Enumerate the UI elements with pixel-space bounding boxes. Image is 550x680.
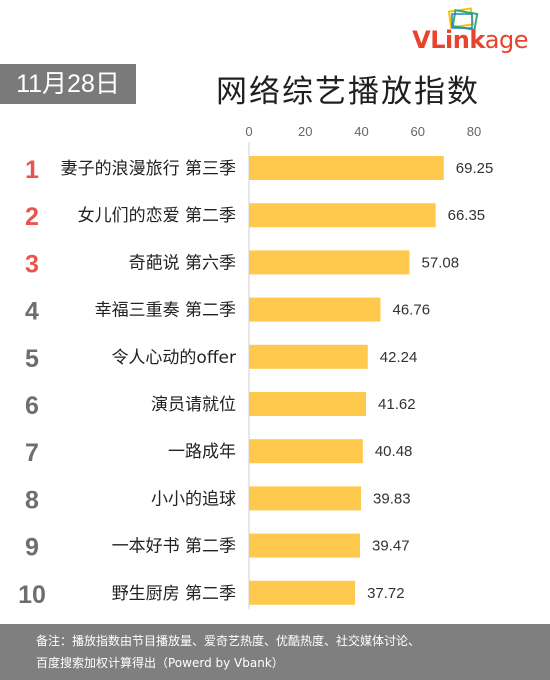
rank-number: 6	[25, 392, 39, 420]
rank-number: 9	[25, 534, 39, 562]
bar	[249, 392, 367, 416]
value-label: 57.08	[422, 254, 460, 271]
value-label: 46.76	[393, 302, 431, 319]
rank-number: 1	[25, 156, 39, 184]
x-tick-label: 40	[354, 124, 368, 139]
value-label: 66.35	[448, 207, 486, 224]
category-label: 一本好书 第二季	[112, 537, 236, 557]
ranking-bar-chart: 0 20 40 60 80 69.25 妻子的浪漫旅行 第三季 1 66.35 女儿们的恋爱 第二…	[18, 124, 494, 609]
value-label: 39.83	[373, 490, 411, 507]
category-label: 女儿们的恋爱 第二季	[78, 205, 236, 226]
bar	[249, 580, 356, 605]
value-label: 39.47	[372, 538, 410, 555]
value-label: 40.48	[375, 443, 413, 460]
rank-number: 8	[25, 486, 39, 514]
logo-wordmark: VLinkage	[412, 26, 528, 54]
rank-number: 7	[25, 439, 39, 467]
value-label: 37.72	[367, 585, 405, 602]
rank-number: 4	[25, 298, 39, 326]
x-tick-label: 60	[411, 124, 425, 139]
category-label: 奇葩说 第六季	[129, 253, 236, 273]
category-label: 妻子的浪漫旅行 第三季	[61, 159, 236, 179]
rank-number: 5	[25, 345, 39, 373]
value-label: 41.62	[378, 396, 416, 413]
page-title: 网络综艺播放指数	[216, 74, 480, 110]
value-label: 42.24	[380, 349, 418, 366]
rank-number: 10	[18, 581, 46, 609]
category-label: 小小的追球	[151, 489, 236, 509]
date-badge: 11月28日	[0, 64, 136, 104]
bar	[249, 439, 363, 464]
bar	[249, 203, 436, 228]
rank-number: 2	[25, 203, 39, 231]
footer-note: 备注：播放指数由节目播放量、爱奇艺热度、优酷热度、社交媒体讨论、 百度搜索加权计…	[0, 624, 550, 680]
category-label: 幸福三重奏 第二季	[95, 301, 236, 321]
bar	[249, 156, 444, 180]
x-tick-label: 80	[467, 124, 481, 139]
brand-logo: VLinkage	[378, 6, 529, 54]
footer-line-2: 百度搜索加权计算得出（Powerd by Vbank）	[36, 656, 284, 670]
value-label: 69.25	[456, 160, 494, 177]
category-label: 演员请就位	[151, 395, 236, 415]
bar	[249, 486, 362, 511]
bar	[249, 533, 361, 558]
bar	[249, 297, 381, 322]
logo-icon	[447, 7, 479, 31]
bar	[249, 250, 410, 275]
category-label: 野生厨房 第二季	[112, 584, 236, 604]
x-tick-label: 0	[245, 124, 252, 139]
category-label: 令人心动的offer	[111, 348, 236, 368]
footer-line-1: 备注：播放指数由节目播放量、爱奇艺热度、优酷热度、社交媒体讨论、	[36, 634, 421, 648]
category-label: 一路成年	[168, 442, 236, 462]
rank-number: 3	[25, 250, 39, 278]
x-tick-label: 20	[298, 124, 312, 139]
bar	[249, 344, 368, 369]
